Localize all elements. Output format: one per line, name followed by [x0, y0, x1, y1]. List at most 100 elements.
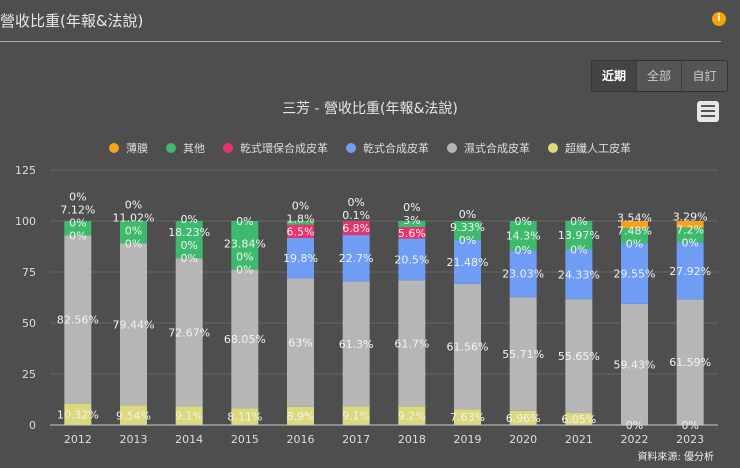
data-label: 29.55%: [614, 268, 656, 281]
data-label: 10.32%: [57, 408, 99, 421]
bar-segment[interactable]: [231, 269, 259, 409]
data-label: 7.63%: [450, 411, 485, 424]
bar-segment[interactable]: [676, 242, 704, 300]
bar-segment[interactable]: [565, 412, 593, 425]
range-recent-button[interactable]: 近期: [592, 61, 637, 91]
legend-item[interactable]: 超纖人工皮革: [548, 140, 631, 156]
legend-marker: [548, 143, 558, 153]
bar-segment[interactable]: [287, 406, 314, 425]
bar-segment[interactable]: [398, 280, 426, 407]
bar-segment[interactable]: [676, 227, 704, 243]
bar-segment[interactable]: [231, 408, 259, 425]
data-label: 7.12%: [60, 204, 95, 217]
range-all-button[interactable]: 全部: [637, 61, 682, 91]
bar-segment[interactable]: [398, 238, 426, 281]
data-label: 7.48%: [617, 224, 652, 237]
legend-item[interactable]: 乾式合成皮革: [346, 140, 429, 156]
legend-item[interactable]: 其他: [166, 140, 205, 156]
data-label: 9.2%: [398, 410, 426, 423]
data-label: 9.1%: [342, 410, 370, 423]
data-label: 0%: [236, 264, 253, 277]
bar-segment[interactable]: [287, 224, 314, 238]
data-label: 6.5%: [287, 225, 315, 238]
legend-label: 其他: [183, 142, 205, 155]
bar-segment[interactable]: [398, 406, 426, 425]
data-label: 24.33%: [558, 268, 600, 281]
y-tick-label: 0: [29, 419, 36, 432]
data-label: 0%: [125, 237, 142, 250]
data-label: 0%: [180, 213, 197, 226]
legend-label: 超纖人工皮革: [565, 142, 631, 155]
info-icon[interactable]: i: [712, 12, 726, 26]
bar-segment[interactable]: [64, 403, 92, 425]
data-label: 9.1%: [175, 410, 203, 423]
bar-segment[interactable]: [287, 278, 314, 407]
bar-segment[interactable]: [342, 406, 370, 425]
bar-segment[interactable]: [565, 299, 593, 413]
bar-segment[interactable]: [621, 228, 648, 244]
bar-segment[interactable]: [342, 281, 370, 407]
bar-segment[interactable]: [454, 283, 481, 410]
data-label: 3.54%: [617, 211, 652, 224]
range-custom-button[interactable]: 自訂: [682, 61, 727, 91]
data-label: 79.44%: [113, 319, 155, 332]
bar-segment[interactable]: [120, 405, 147, 425]
bar-segment[interactable]: [454, 409, 481, 425]
bar-segment[interactable]: [287, 237, 314, 279]
bar-segment[interactable]: [454, 221, 481, 241]
legend-marker: [223, 143, 233, 153]
bar-segment[interactable]: [120, 221, 147, 244]
data-label: 18.23%: [168, 226, 210, 239]
bar-segment[interactable]: [342, 235, 370, 282]
data-label: 0%: [292, 199, 309, 212]
x-tick-label: 2015: [231, 433, 259, 446]
y-tick-label: 100: [15, 215, 36, 228]
data-label: 3.29%: [673, 210, 708, 223]
bar-segment[interactable]: [454, 240, 481, 284]
data-label: 0%: [403, 201, 420, 214]
legend-marker: [346, 143, 356, 153]
bar-segment[interactable]: [64, 221, 92, 236]
bar-segment[interactable]: [175, 406, 203, 425]
hamburger-menu-icon[interactable]: [697, 101, 719, 122]
legend-marker: [166, 143, 176, 153]
x-tick-label: 2022: [621, 433, 649, 446]
data-label: 7.2%: [676, 223, 704, 236]
data-label: 0%: [626, 237, 643, 250]
bar-segment[interactable]: [120, 243, 147, 406]
x-tick-label: 2014: [175, 433, 203, 446]
bar-segment[interactable]: [565, 221, 593, 250]
legend-item[interactable]: 乾式環保合成皮革: [223, 140, 328, 156]
bar-segment[interactable]: [621, 243, 648, 304]
legend-item[interactable]: 濕式合成皮革: [447, 140, 530, 156]
bar-segment[interactable]: [621, 221, 648, 229]
bar-segment[interactable]: [342, 221, 370, 236]
bar-segment[interactable]: [231, 221, 259, 270]
bar-segment[interactable]: [509, 250, 537, 298]
x-tick-label: 2023: [676, 433, 704, 446]
bar-segment[interactable]: [398, 227, 426, 239]
bar-segment[interactable]: [565, 249, 593, 300]
bar-segment[interactable]: [676, 221, 704, 228]
bar-segment[interactable]: [509, 410, 537, 425]
data-label: 0%: [459, 208, 476, 221]
bar-segment[interactable]: [509, 221, 537, 251]
data-label: 21.48%: [447, 256, 489, 269]
bar-segment[interactable]: [621, 303, 648, 425]
bar-segment[interactable]: [398, 221, 426, 228]
data-label: 6.96%: [506, 412, 541, 425]
bar-segment[interactable]: [175, 258, 203, 407]
bar-segment[interactable]: [676, 299, 704, 425]
bar-segment[interactable]: [175, 221, 203, 259]
data-label: 0%: [69, 191, 86, 204]
data-label: 0%: [125, 198, 142, 211]
x-tick-label: 2020: [509, 433, 537, 446]
legend-item[interactable]: 薄膜: [109, 140, 148, 156]
bar-segment[interactable]: [287, 221, 314, 225]
data-label: 61.3%: [339, 338, 374, 351]
data-label: 9.33%: [450, 221, 485, 234]
bar-segment[interactable]: [64, 235, 92, 404]
chart-title: 三芳 - 營收比重(年報&法說): [282, 101, 458, 117]
bar-segment[interactable]: [509, 297, 537, 411]
